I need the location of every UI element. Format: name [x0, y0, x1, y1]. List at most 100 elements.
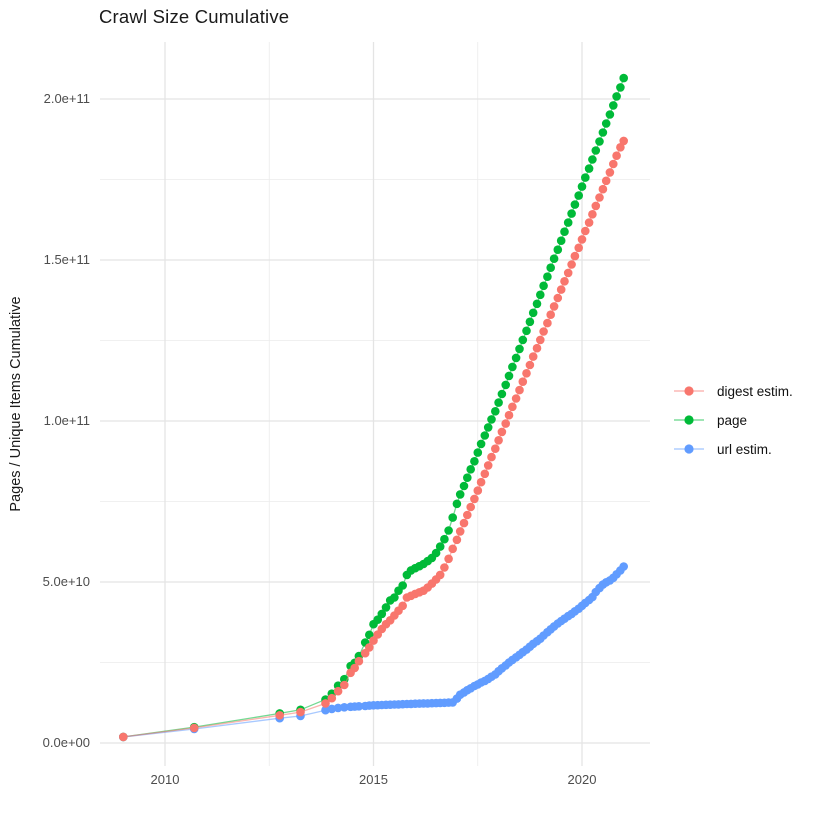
data-point — [528, 308, 538, 318]
data-point — [588, 155, 597, 164]
data-point — [504, 410, 514, 420]
data-point — [508, 402, 517, 412]
data-point — [494, 436, 503, 445]
grid-major — [100, 42, 650, 766]
legend-label: digest estim. — [717, 383, 793, 399]
data-point — [584, 218, 594, 227]
data-point — [515, 385, 524, 395]
legend-item-url-estim: url estim. — [671, 439, 793, 459]
data-point — [455, 527, 465, 536]
data-point — [476, 439, 486, 449]
data-point — [567, 209, 576, 218]
data-point — [553, 293, 563, 303]
data-point — [444, 526, 453, 535]
data-point — [619, 73, 628, 83]
data-point — [605, 168, 615, 177]
data-point — [470, 457, 479, 466]
data-point — [515, 344, 524, 354]
data-point — [508, 362, 517, 372]
data-point — [567, 260, 576, 269]
legend: digest estim. page url estim. — [671, 381, 793, 459]
x-tick-label: 2010 — [150, 772, 180, 787]
data-point — [377, 609, 387, 619]
data-point — [619, 562, 628, 571]
data-point — [494, 398, 503, 407]
data-point — [518, 335, 528, 345]
data-point — [601, 176, 611, 186]
data-point — [574, 191, 583, 200]
data-point — [491, 444, 500, 454]
data-point — [563, 268, 573, 278]
data-point — [463, 510, 472, 520]
chart-title: Crawl Size Cumulative — [99, 6, 290, 27]
data-point — [560, 227, 569, 236]
data-point — [546, 310, 555, 320]
data-point — [591, 201, 601, 211]
data-point — [560, 277, 569, 286]
data-point — [455, 490, 465, 499]
data-point — [609, 101, 618, 110]
x-tick-label: 2020 — [567, 772, 597, 787]
data-point — [528, 352, 538, 361]
legend-label: url estim. — [717, 441, 772, 457]
data-point — [369, 636, 378, 645]
data-point — [616, 83, 625, 92]
data-point — [595, 193, 604, 202]
data-point — [511, 394, 521, 403]
data-point — [340, 703, 349, 712]
data-point — [584, 164, 594, 173]
legend-label: page — [717, 412, 748, 428]
data-point — [435, 542, 445, 551]
data-point — [581, 226, 590, 236]
data-point — [501, 419, 511, 428]
data-point — [577, 182, 587, 191]
data-point — [609, 159, 618, 169]
data-point — [476, 477, 486, 487]
data-point — [440, 563, 449, 572]
data-point — [532, 299, 542, 309]
data-point — [398, 601, 408, 611]
y-tick-label: 5.0e+10 — [42, 574, 90, 589]
data-point — [491, 407, 500, 416]
data-point — [381, 603, 391, 612]
data-point — [518, 377, 528, 387]
data-point — [539, 281, 548, 291]
data-point — [577, 235, 587, 244]
data-point — [483, 423, 493, 432]
data-point — [497, 427, 507, 437]
data-point — [525, 317, 535, 327]
data-point — [333, 686, 343, 696]
data-point — [440, 534, 449, 544]
data-point — [321, 699, 330, 708]
data-point — [459, 481, 469, 491]
data-point — [522, 326, 531, 336]
data-point — [354, 656, 364, 666]
data-point — [553, 245, 563, 254]
data-point — [444, 554, 453, 564]
data-point — [119, 732, 128, 742]
data-point — [619, 136, 628, 146]
legend-key-url-estim — [674, 444, 704, 454]
data-point — [448, 544, 458, 554]
data-point — [539, 327, 548, 336]
data-point — [543, 318, 552, 328]
data-point — [354, 702, 364, 711]
data-point — [591, 146, 601, 155]
legend-item-digest-estim: digest estim. — [671, 381, 793, 401]
data-point — [350, 663, 360, 673]
data-point — [473, 448, 483, 457]
data-point — [612, 92, 621, 101]
data-point — [390, 593, 399, 602]
data-point — [327, 704, 337, 714]
y-tick-label: 0.0e+00 — [42, 735, 90, 750]
data-point — [483, 461, 493, 470]
data-point — [581, 173, 590, 182]
data-point — [532, 343, 542, 353]
data-point — [549, 254, 559, 263]
series-url-estim — [119, 562, 628, 742]
data-point — [570, 200, 580, 209]
data-point — [546, 263, 555, 273]
data-point — [570, 251, 580, 261]
data-point — [574, 243, 583, 253]
